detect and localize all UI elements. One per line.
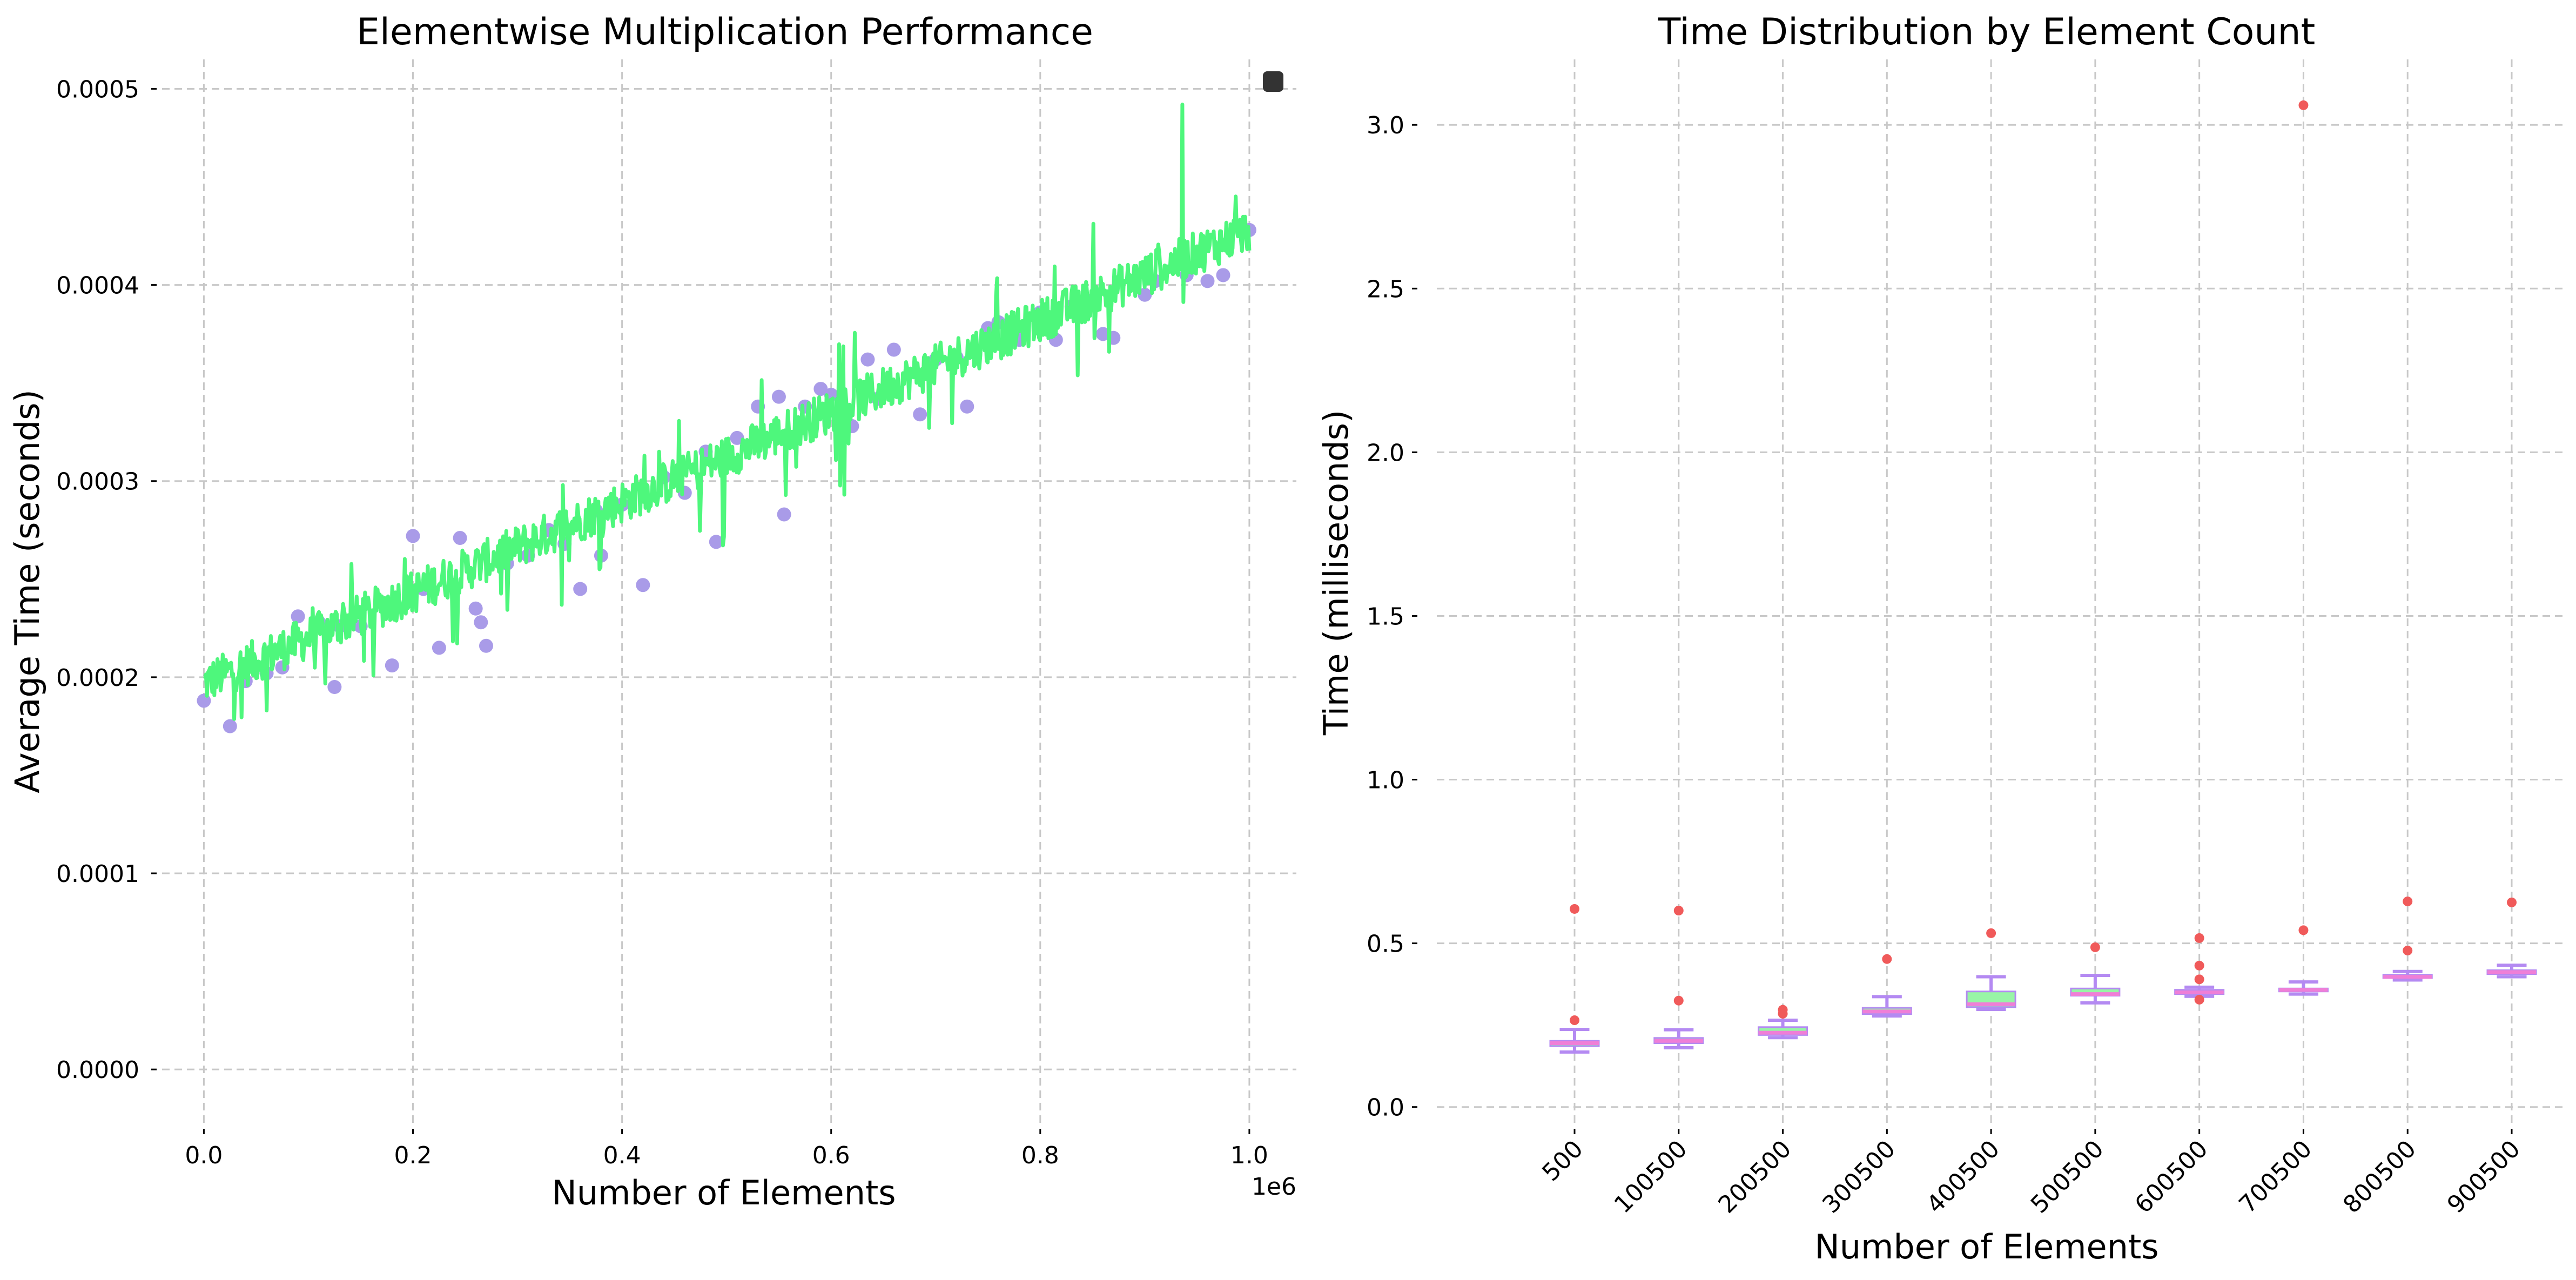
box-500 xyxy=(1549,904,1600,1054)
y-tick-label: 3.0 xyxy=(1367,112,1404,139)
scatter-point xyxy=(813,382,828,396)
box-400500 xyxy=(1966,928,2016,1012)
outlier-point xyxy=(1673,995,1684,1006)
scatter-point xyxy=(453,531,467,545)
outlier-point xyxy=(1570,904,1579,914)
scatter-point xyxy=(223,719,237,733)
outlier-point xyxy=(2403,897,2413,907)
outlier-point xyxy=(1570,1015,1579,1026)
outlier-point xyxy=(1882,954,1892,964)
y-tick-label: 0.0003 xyxy=(56,468,139,496)
outlier-point xyxy=(2194,960,2204,971)
scatter-point xyxy=(636,578,650,592)
x-tick-label: 0.4 xyxy=(603,1142,641,1169)
scatter-point xyxy=(468,601,483,616)
outlier-point xyxy=(2194,974,2204,985)
box-700500 xyxy=(2278,100,2329,996)
box-600500 xyxy=(2174,933,2225,1005)
outlier-point xyxy=(2194,994,2204,1005)
scatter-point xyxy=(573,582,588,596)
performance-chart-title: Elementwise Multiplication Performance xyxy=(357,11,1093,53)
y-tick-label: 2.0 xyxy=(1367,439,1404,467)
outlier-point xyxy=(2507,897,2517,907)
distribution-chart-x-axis-label: Number of Elements xyxy=(1814,1227,2158,1266)
distribution-chart-grid xyxy=(1437,59,2563,1123)
performance-chart-grid xyxy=(162,59,1296,1123)
scatter-point xyxy=(406,529,420,543)
box-100500 xyxy=(1653,906,1704,1049)
performance-chart-ticks: 0.0 0.2 0.4 0.6 0.8 1.0 0.0000 0.0001 0.0002 0.00… xyxy=(56,76,1268,1169)
y-tick-label: 1.0 xyxy=(1367,767,1404,794)
performance-chart: Elementwise Multiplication Performance 0… xyxy=(8,11,1296,1212)
outlier-point xyxy=(2298,100,2309,110)
scatter-point xyxy=(1200,274,1215,288)
scatter-point xyxy=(777,507,791,522)
y-tick-label: 0.5 xyxy=(1367,931,1404,958)
scatter-point xyxy=(960,399,974,414)
scatter-point xyxy=(327,680,342,695)
y-tick-label: 0.0004 xyxy=(56,272,139,300)
performance-chart-x-offset-label: 1e6 xyxy=(1252,1173,1296,1201)
y-tick-label: 0.0000 xyxy=(56,1056,139,1084)
x-tick-label: 1.0 xyxy=(1230,1142,1268,1169)
scatter-point xyxy=(385,658,399,673)
scatter-point xyxy=(474,615,488,630)
distribution-chart-boxes xyxy=(1549,100,2537,1054)
outlier-point xyxy=(1673,906,1684,915)
box-200500 xyxy=(1758,1005,1808,1040)
scatter-point xyxy=(913,407,927,422)
outlier-point xyxy=(2194,933,2204,943)
outlier-point xyxy=(2090,942,2100,952)
y-tick-label: 0.0 xyxy=(1367,1094,1404,1122)
scatter-point xyxy=(291,609,305,624)
distribution-chart-title: Time Distribution by Element Count xyxy=(1658,11,2315,53)
box-500500 xyxy=(2070,942,2121,1005)
x-tick-label: 0.8 xyxy=(1021,1142,1059,1169)
outlier-point xyxy=(2403,945,2413,955)
scatter-point xyxy=(771,389,786,404)
x-tick-label: 0.2 xyxy=(394,1142,432,1169)
scatter-point xyxy=(860,352,875,367)
scatter-point xyxy=(479,638,493,653)
scatter-point xyxy=(1216,268,1230,282)
y-tick-label: 0.0001 xyxy=(56,860,139,888)
performance-chart-x-axis-label: Number of Elements xyxy=(551,1173,896,1212)
y-tick-label: 2.5 xyxy=(1367,275,1404,303)
scatter-point xyxy=(730,430,744,445)
x-tick-label: 0.6 xyxy=(812,1142,850,1169)
series-line xyxy=(203,103,1252,721)
scatter-point xyxy=(886,342,901,357)
scatter-point xyxy=(709,535,723,549)
y-tick-label: 0.0002 xyxy=(56,664,139,692)
scatter-point xyxy=(432,641,446,655)
outlier-point xyxy=(2298,925,2309,935)
outlier-point xyxy=(1986,928,1996,938)
x-tick-label: 0.0 xyxy=(185,1142,223,1169)
y-tick-label: 1.5 xyxy=(1367,603,1404,630)
box-800500 xyxy=(2382,897,2433,982)
distribution-chart-y-axis-label: Time (milliseconds) xyxy=(1316,410,1356,736)
performance-chart-y-axis-label: Average Time (seconds) xyxy=(8,389,47,793)
legend-handle xyxy=(1263,71,1283,92)
outlier-point xyxy=(1778,1005,1788,1015)
y-tick-label: 0.0005 xyxy=(56,76,139,103)
box-900500 xyxy=(2486,897,2537,979)
performance-chart-series-line xyxy=(203,103,1252,721)
box-300500 xyxy=(1861,954,1912,1018)
